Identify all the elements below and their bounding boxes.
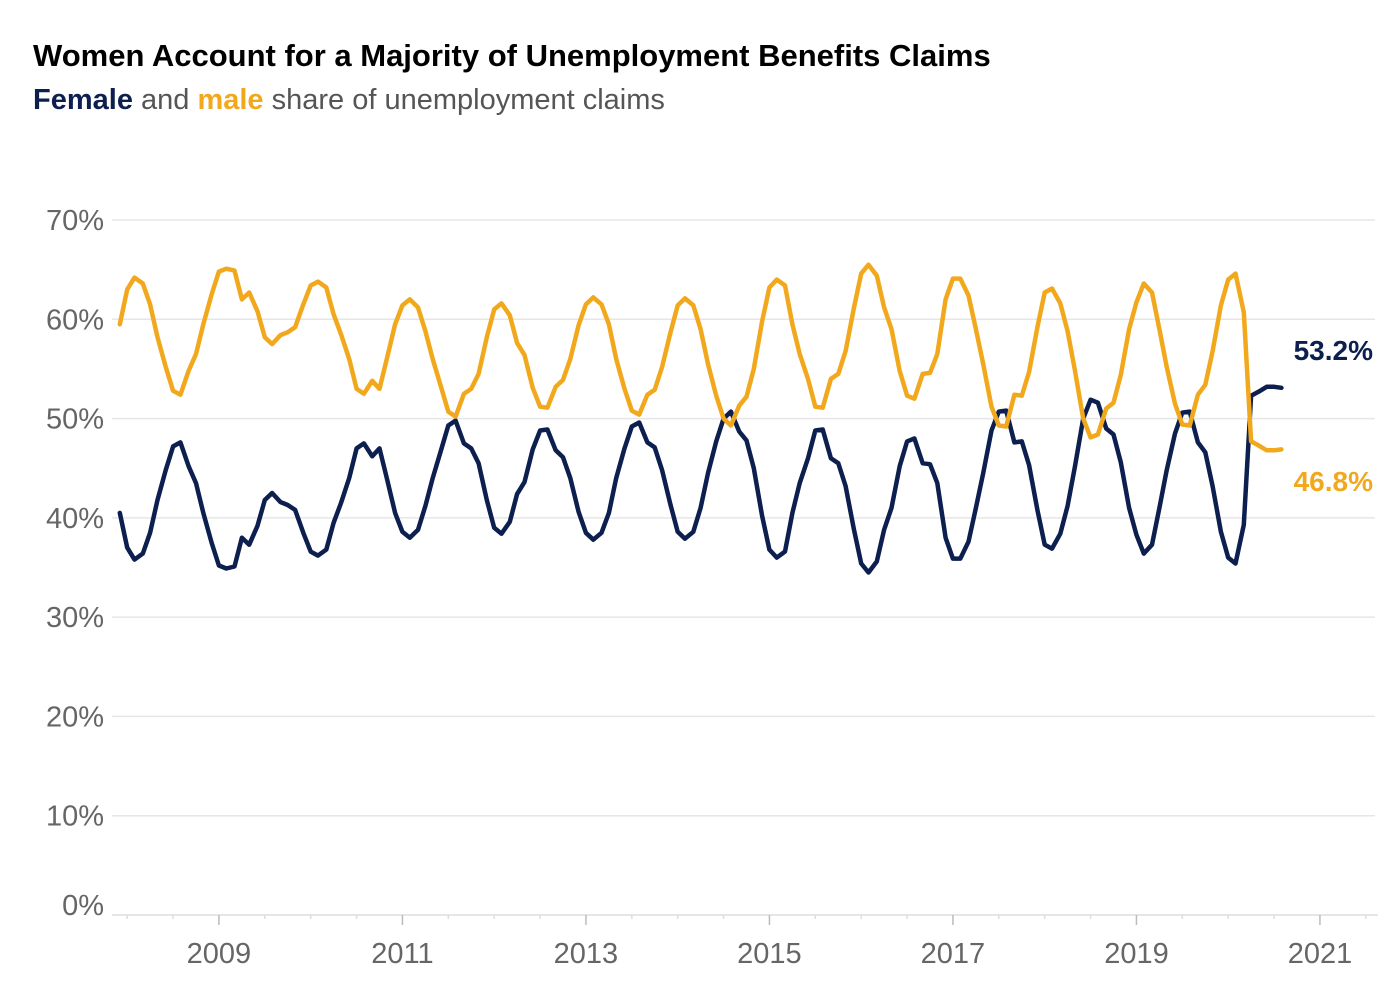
subtitle-rest: share of unemployment claims <box>263 84 665 116</box>
x-tick-label: 2011 <box>371 938 433 970</box>
subtitle-and-word: and <box>132 84 198 116</box>
y-tick-label: 70% <box>46 205 104 237</box>
x-tick-label: 2009 <box>187 938 252 970</box>
y-tick-label: 30% <box>46 602 104 634</box>
x-tick-label: 2021 <box>1288 938 1353 970</box>
y-tick-label: 60% <box>46 304 104 336</box>
y-tick-label: 0% <box>62 890 104 922</box>
subtitle-male-word: male <box>197 84 264 116</box>
x-tick-label: 2015 <box>737 938 802 970</box>
y-tick-label: 10% <box>46 801 104 833</box>
y-tick-label: 20% <box>46 701 104 733</box>
chart-title: Women Account for a Majority of Unemploy… <box>33 38 991 73</box>
male-end-label: 46.8% <box>1294 466 1373 497</box>
x-tick-label: 2017 <box>921 938 986 970</box>
x-tick-label: 2013 <box>554 938 619 970</box>
female-end-label: 53.2% <box>1294 335 1373 366</box>
y-tick-label: 50% <box>46 404 104 436</box>
subtitle-female-word: Female <box>33 84 133 116</box>
female-series-line <box>117 384 1284 575</box>
y-tick-label: 40% <box>46 503 104 535</box>
x-tick-label: 2019 <box>1104 938 1169 970</box>
male-series-line <box>117 262 1284 453</box>
chart-subtitle: Female and male share of unemployment cl… <box>33 84 665 117</box>
